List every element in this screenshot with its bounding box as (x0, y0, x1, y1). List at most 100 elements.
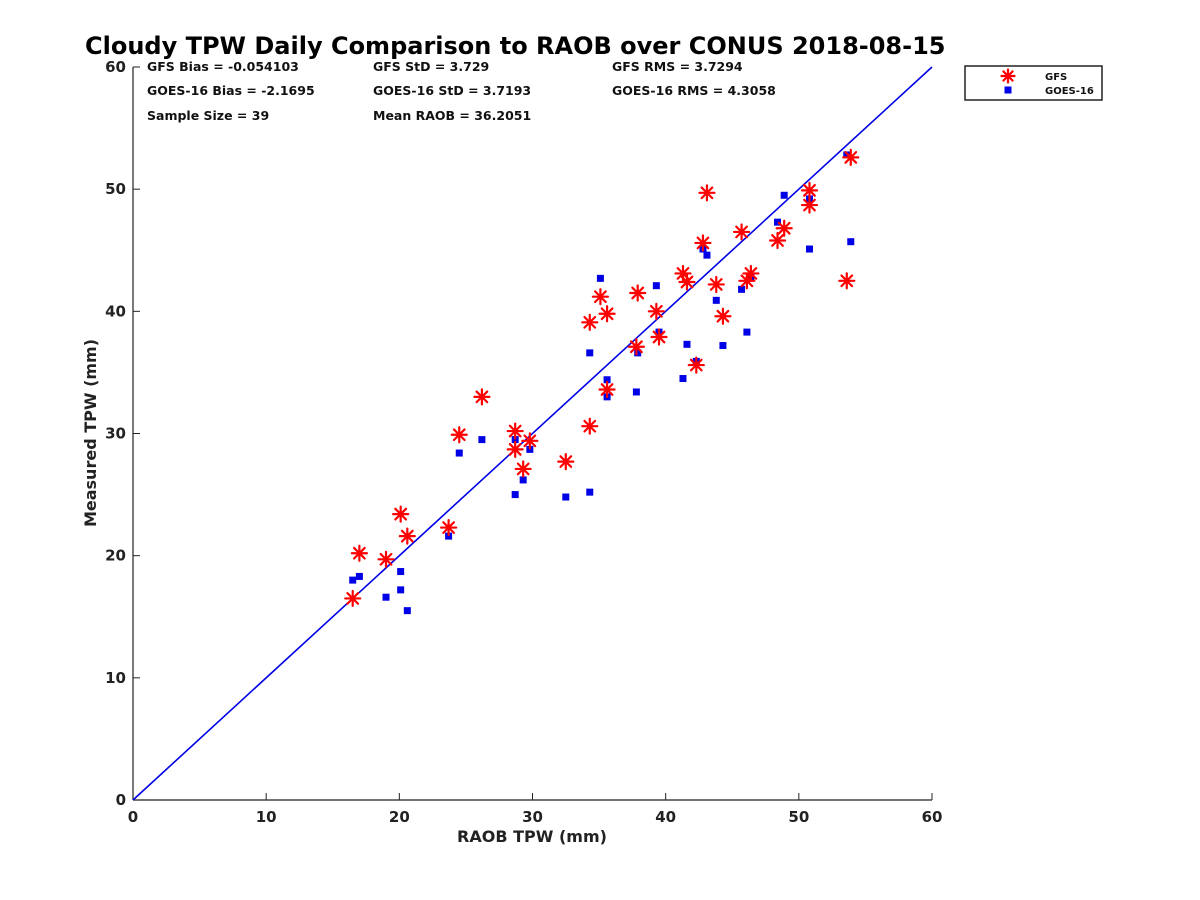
sample-size-label: Sample Size = 39 (147, 108, 269, 123)
data-point-gfs (842, 148, 860, 167)
x-tick-label: 40 (655, 808, 676, 826)
data-point-goes-16 (478, 436, 486, 444)
data-point-gfs (678, 273, 696, 291)
data-point-gfs (838, 272, 856, 290)
data-point-gfs (650, 328, 668, 346)
legend-label-goes-16: GOES-16 (1045, 86, 1094, 97)
data-point-gfs (694, 234, 712, 252)
data-point-gfs (687, 356, 705, 374)
chart-title: Cloudy TPW Daily Comparison to RAOB over… (85, 32, 945, 60)
data-point-gfs (350, 544, 368, 562)
data-point-goes-16 (738, 285, 746, 293)
y-tick-label: 40 (105, 302, 126, 320)
data-point-gfs (473, 388, 491, 406)
data-point-goes-16 (586, 488, 594, 496)
y-tick-label: 60 (105, 58, 126, 76)
data-point-gfs (800, 181, 819, 199)
data-point-goes-16 (349, 576, 357, 584)
data-point-goes-16 (519, 476, 527, 484)
data-point-goes-16 (355, 572, 363, 580)
goes16-std-label: GOES-16 StD = 3.7193 (373, 83, 531, 98)
data-point-goes-16 (780, 191, 788, 199)
gfs-bias-label: GFS Bias = -0.054103 (147, 59, 299, 74)
x-tick-label: 30 (522, 808, 543, 826)
data-point-gfs (800, 196, 819, 214)
data-point-goes-16 (397, 568, 405, 576)
data-point-gfs (598, 305, 616, 323)
data-point-gfs (629, 284, 647, 302)
mean-raob-label: Mean RAOB = 36.2051 (373, 108, 531, 123)
data-points (344, 148, 860, 615)
data-point-gfs (627, 338, 645, 356)
data-point-gfs (698, 184, 716, 202)
data-point-goes-16 (679, 375, 687, 383)
data-point-goes-16 (805, 245, 813, 253)
data-point-goes-16 (596, 274, 604, 282)
data-point-gfs (742, 264, 760, 283)
legend-box (964, 65, 1103, 101)
legend-marker-goes-16 (1004, 86, 1012, 94)
data-point-goes-16 (562, 493, 570, 501)
stats-annotations: GFS Bias = -0.054103 GFS StD = 3.729 GFS… (147, 59, 776, 123)
goes16-rms-label: GOES-16 RMS = 4.3058 (612, 83, 776, 98)
data-point-goes-16 (652, 282, 660, 290)
data-point-gfs (506, 422, 524, 440)
data-point-gfs (344, 589, 362, 608)
data-point-gfs (581, 417, 599, 435)
data-point-goes-16 (511, 491, 519, 499)
data-point-goes-16 (774, 218, 782, 226)
data-point-gfs (598, 380, 616, 399)
data-point-gfs (398, 527, 416, 545)
x-tick-label: 60 (922, 808, 943, 826)
y-axis-label: Measured TPW (mm) (81, 339, 100, 527)
data-point-goes-16 (632, 388, 640, 396)
data-point-gfs (581, 313, 599, 331)
data-point-gfs (450, 426, 468, 444)
data-point-gfs (521, 432, 539, 450)
data-point-gfs (714, 307, 732, 325)
data-point-goes-16 (382, 593, 390, 601)
data-point-goes-16 (847, 238, 855, 246)
series-goes-16 (349, 151, 855, 615)
data-point-gfs (557, 452, 575, 471)
y-tick-label: 50 (105, 180, 126, 198)
data-point-gfs (514, 460, 532, 478)
data-point-gfs (647, 302, 665, 320)
data-point-goes-16 (712, 296, 720, 304)
data-point-gfs (591, 288, 610, 306)
x-tick-label: 50 (788, 808, 809, 826)
series-gfs (344, 148, 860, 608)
data-point-goes-16 (703, 251, 711, 259)
data-point-gfs (392, 505, 410, 523)
data-point-goes-16 (403, 607, 411, 615)
data-point-gfs (732, 223, 751, 241)
data-point-gfs (440, 518, 458, 537)
data-point-gfs (506, 440, 524, 458)
data-point-goes-16 (586, 349, 594, 357)
x-tick-label: 10 (256, 808, 277, 826)
data-point-goes-16 (743, 328, 751, 336)
x-tick-label: 0 (128, 808, 138, 826)
goes16-bias-label: GOES-16 Bias = -2.1695 (147, 83, 315, 98)
axis-ticks: 0 10 20 30 40 50 60 0 10 20 30 40 50 60 (105, 58, 942, 826)
y-tick-label: 0 (116, 791, 126, 809)
data-point-goes-16 (683, 340, 691, 348)
x-tick-label: 20 (389, 808, 410, 826)
data-point-goes-16 (603, 376, 611, 384)
data-point-goes-16 (634, 349, 642, 357)
gfs-std-label: GFS StD = 3.729 (373, 59, 489, 74)
data-point-goes-16 (455, 449, 463, 457)
y-tick-label: 30 (105, 425, 126, 443)
y-tick-label: 10 (105, 669, 126, 687)
data-point-gfs (775, 219, 793, 237)
one-to-one-line (132, 66, 933, 801)
legend-label-gfs: GFS (1045, 72, 1067, 83)
data-point-goes-16 (397, 586, 405, 594)
legend-marker-gfs (1000, 68, 1016, 84)
x-axis-label: RAOB TPW (mm) (457, 827, 607, 846)
data-point-gfs (707, 275, 725, 294)
legend: GFS GOES-16 (964, 65, 1103, 101)
data-point-goes-16 (719, 342, 727, 350)
gfs-rms-label: GFS RMS = 3.7294 (612, 59, 743, 74)
